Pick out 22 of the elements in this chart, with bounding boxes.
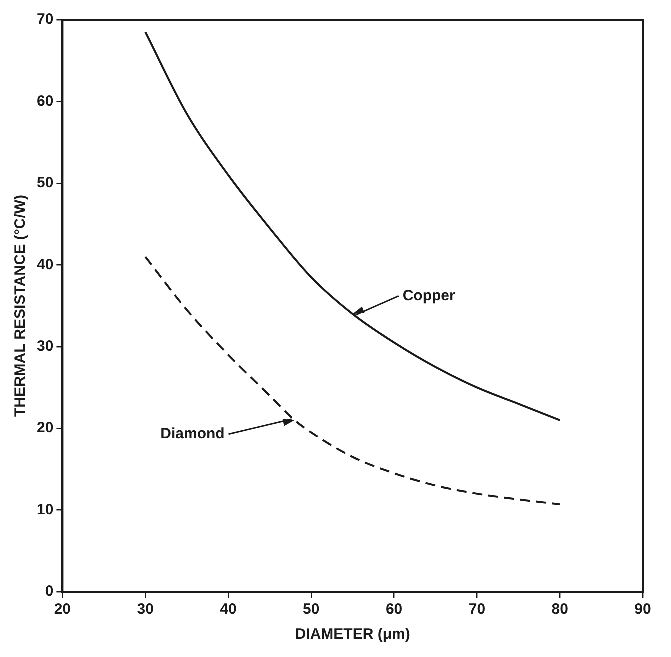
x-tick-label: 80 xyxy=(552,601,568,618)
annotation: Diamond xyxy=(160,426,225,443)
line-series xyxy=(144,256,562,506)
y-axis-title: THERMAL RESISTANCE (°C/W) xyxy=(12,194,30,418)
y-tick-label: 50 xyxy=(36,174,54,192)
y-tick-label: 40 xyxy=(36,256,54,274)
x-tick-label: 20 xyxy=(54,601,72,618)
x-tick-label: 40 xyxy=(220,601,237,618)
x-tick-label: 90 xyxy=(634,601,652,618)
y-tick-label: 30 xyxy=(36,338,54,355)
x-tick-label: 60 xyxy=(386,601,403,618)
y-tick-label: 70 xyxy=(36,11,54,28)
annotation: Copper xyxy=(402,287,456,304)
x-tick-label: 30 xyxy=(137,601,154,618)
y-tick-label: 10 xyxy=(36,501,54,518)
x-tick-label: 70 xyxy=(468,601,486,618)
x-tick-label: 50 xyxy=(303,601,320,618)
y-tick-label: 20 xyxy=(36,420,54,437)
y-tick-label: 60 xyxy=(36,92,54,110)
line-series xyxy=(144,31,562,422)
x-axis-title: DIAMETER (μm) xyxy=(295,626,410,644)
y-tick-label: 0 xyxy=(45,583,54,600)
